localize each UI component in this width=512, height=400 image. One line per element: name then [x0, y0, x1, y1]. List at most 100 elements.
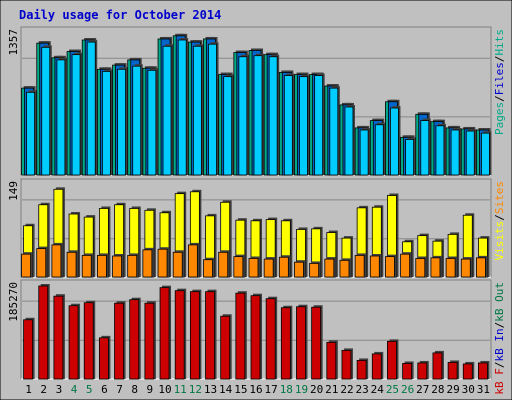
bar-hits	[314, 75, 324, 176]
legend-item: /	[493, 56, 506, 63]
bar-sites	[21, 253, 31, 278]
legend-visits: Visits/Sites	[493, 181, 506, 261]
bar-sites	[81, 254, 92, 278]
chart-title: Daily usage for October 2014	[19, 8, 221, 22]
panel-kbytes: 185270 kB F/kB In/kB Out	[7, 279, 506, 395]
x-tick-label: 14	[219, 383, 233, 396]
legend-item: Files	[493, 62, 506, 95]
x-tick-label: 4	[71, 383, 78, 396]
bar-hits	[450, 129, 460, 176]
bar-sites	[400, 253, 411, 278]
x-tick-label: 23	[356, 383, 369, 396]
bar-hits	[344, 106, 354, 176]
x-tick-label: 15	[234, 383, 247, 396]
bar-sites	[248, 258, 259, 278]
legend-item: Pages	[493, 102, 506, 135]
bar-kbf	[114, 302, 124, 380]
bar-hits	[132, 65, 142, 176]
bar-sites	[369, 255, 380, 278]
bar-sites	[324, 258, 335, 278]
bar-hits	[253, 55, 263, 176]
bar-kbf	[387, 340, 397, 380]
x-tick-label: 20	[310, 383, 323, 396]
bar-kbf	[38, 285, 49, 380]
bar-kbf	[432, 352, 443, 380]
chart-panels: 1357Pages/Files/Hits149Visits/Sites18527…	[7, 26, 506, 395]
bar-sites	[157, 248, 168, 278]
bar-sites	[127, 254, 138, 278]
bar-hits	[374, 124, 384, 176]
bar-sites	[294, 261, 304, 278]
legend-item: kB Out	[493, 282, 506, 322]
bar-hits	[223, 76, 233, 176]
legend-item: /	[493, 214, 506, 221]
y-max-label: 1357	[7, 29, 20, 56]
bar-hits	[268, 56, 278, 176]
bar-sites	[96, 254, 107, 278]
x-tick-label: 16	[249, 383, 262, 396]
bar-kbf	[235, 292, 246, 380]
bar-sites	[142, 249, 153, 278]
x-tick-label: 28	[431, 383, 444, 396]
bar-kbf	[250, 295, 261, 380]
x-tick-label: 22	[340, 383, 353, 396]
bar-kbf	[53, 295, 64, 380]
bar-kbf	[402, 363, 413, 380]
bar-hits	[390, 107, 399, 176]
x-tick-label: 11	[174, 383, 187, 396]
legend-item: /	[493, 322, 506, 329]
bar-kbf	[189, 291, 200, 380]
bar-kbf	[205, 291, 215, 380]
x-tick-label: 5	[86, 383, 93, 396]
bar-sites	[36, 248, 47, 278]
x-tick-label: 27	[416, 383, 429, 396]
bar-kbf	[326, 341, 337, 380]
bar-hits	[26, 91, 35, 176]
legend-item: /	[493, 95, 506, 102]
bar-sites	[309, 263, 320, 278]
bar-sites	[385, 256, 395, 278]
x-tick-label: 7	[116, 383, 123, 396]
x-tick-label: 2	[40, 383, 47, 396]
x-tick-label: 1	[25, 383, 32, 396]
legend-item: Hits	[493, 29, 506, 56]
bar-sites	[218, 251, 229, 278]
bar-kbf	[478, 362, 488, 380]
bar-kbf	[341, 349, 352, 380]
bar-kbf	[371, 353, 382, 380]
x-tick-label: 3	[56, 383, 63, 396]
legend-item: /	[493, 362, 506, 369]
x-tick-label: 17	[265, 383, 278, 396]
bar-kbf	[23, 319, 33, 380]
bar-sites	[112, 255, 122, 278]
bar-hits	[71, 54, 81, 176]
bar-sites	[415, 258, 426, 278]
bar-hits	[329, 87, 339, 176]
bar-hits	[147, 69, 157, 176]
bar-hits	[299, 76, 308, 176]
x-tick-label: 29	[446, 383, 459, 396]
bar-sites	[430, 257, 441, 278]
bar-hits	[192, 45, 202, 176]
legend-kbytes: kB F/kB In/kB Out	[493, 282, 506, 395]
y-max-label: 185270	[7, 282, 20, 322]
bar-kbf	[296, 306, 306, 380]
bar-kbf	[174, 290, 185, 380]
bar-hits	[405, 139, 415, 176]
bar-sites	[476, 257, 486, 278]
bar-hits	[56, 59, 66, 176]
bar-kbf	[129, 299, 140, 380]
bar-sites	[203, 259, 213, 278]
bar-hits	[481, 132, 490, 176]
bar-kbf	[144, 302, 155, 380]
panel-visits: 149 Visits/Sites	[7, 178, 506, 278]
bar-sites	[354, 254, 365, 278]
bar-kbf	[447, 362, 458, 380]
bar-kbf	[462, 363, 473, 380]
legend-item: kB F	[493, 368, 506, 395]
bar-hits	[283, 75, 293, 176]
bar-hits	[208, 43, 217, 176]
x-tick-label: 24	[371, 383, 385, 396]
